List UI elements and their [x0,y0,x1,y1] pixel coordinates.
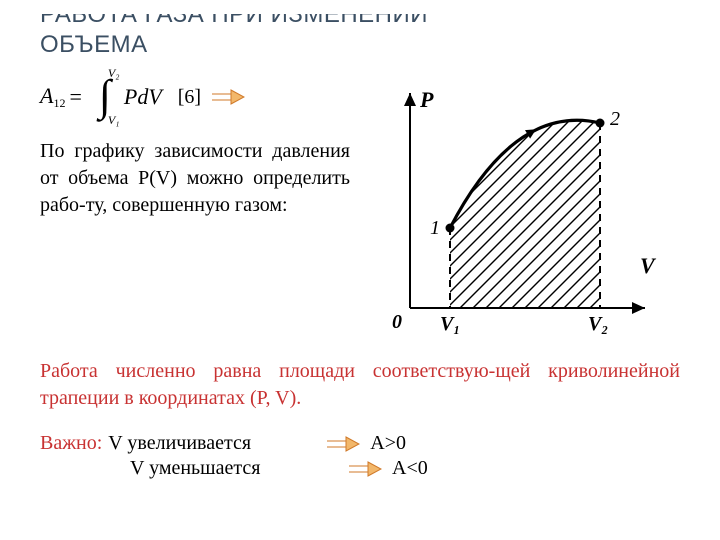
important-block: Важно: V увеличивается A>0 V уменьшается [40,432,680,480]
paragraph-red: Работа численно равна площади соответств… [40,358,680,412]
important-row1-text: V увеличивается [108,432,318,455]
important-row2-result: A<0 [392,457,428,480]
svg-text:0: 0 [392,311,402,333]
arrow-icon [348,460,378,478]
title-line-2: ОБЪЕМА [40,31,148,58]
slide: РАБОТА ГАЗА ПРИ ИЗМЕНЕНИИ ОБЪЕМА A12 = V… [0,0,720,540]
svg-text:2: 2 [610,108,620,130]
svg-text:V: V [640,253,657,278]
important-row2-text: V уменьшается [130,457,340,480]
paragraph-1: По графику зависимости давления от объем… [40,138,350,219]
svg-text:V₁: V₁ [440,313,460,335]
page-title: РАБОТА ГАЗА ПРИ ИЗМЕНЕНИИ ОБЪЕМА [40,0,680,60]
svg-text:1: 1 [430,217,440,239]
pv-diagram: P V 0 V₁ V₂ 1 2 [365,78,665,338]
arrow-icon [326,435,356,453]
integral-sign: V₂ ∫ V₁ [92,78,118,116]
upper-row: A12 = V₂ ∫ V₁ PdV [6] [40,78,680,338]
integral-formula: A12 = V₂ ∫ V₁ PdV [40,78,162,116]
svg-text:V₂: V₂ [588,313,608,335]
svg-text:P: P [419,87,434,112]
important-label: Важно: [40,432,102,455]
left-column: A12 = V₂ ∫ V₁ PdV [6] [40,78,350,338]
formula-row: A12 = V₂ ∫ V₁ PdV [6] [40,78,350,116]
title-line-1: РАБОТА ГАЗА ПРИ ИЗМЕНЕНИИ [40,0,428,30]
important-row1-result: A>0 [370,432,406,455]
arrow-icon [211,88,241,106]
pv-figure: P V 0 V₁ V₂ 1 2 [350,78,680,338]
formula-ref: [6] [178,86,201,109]
